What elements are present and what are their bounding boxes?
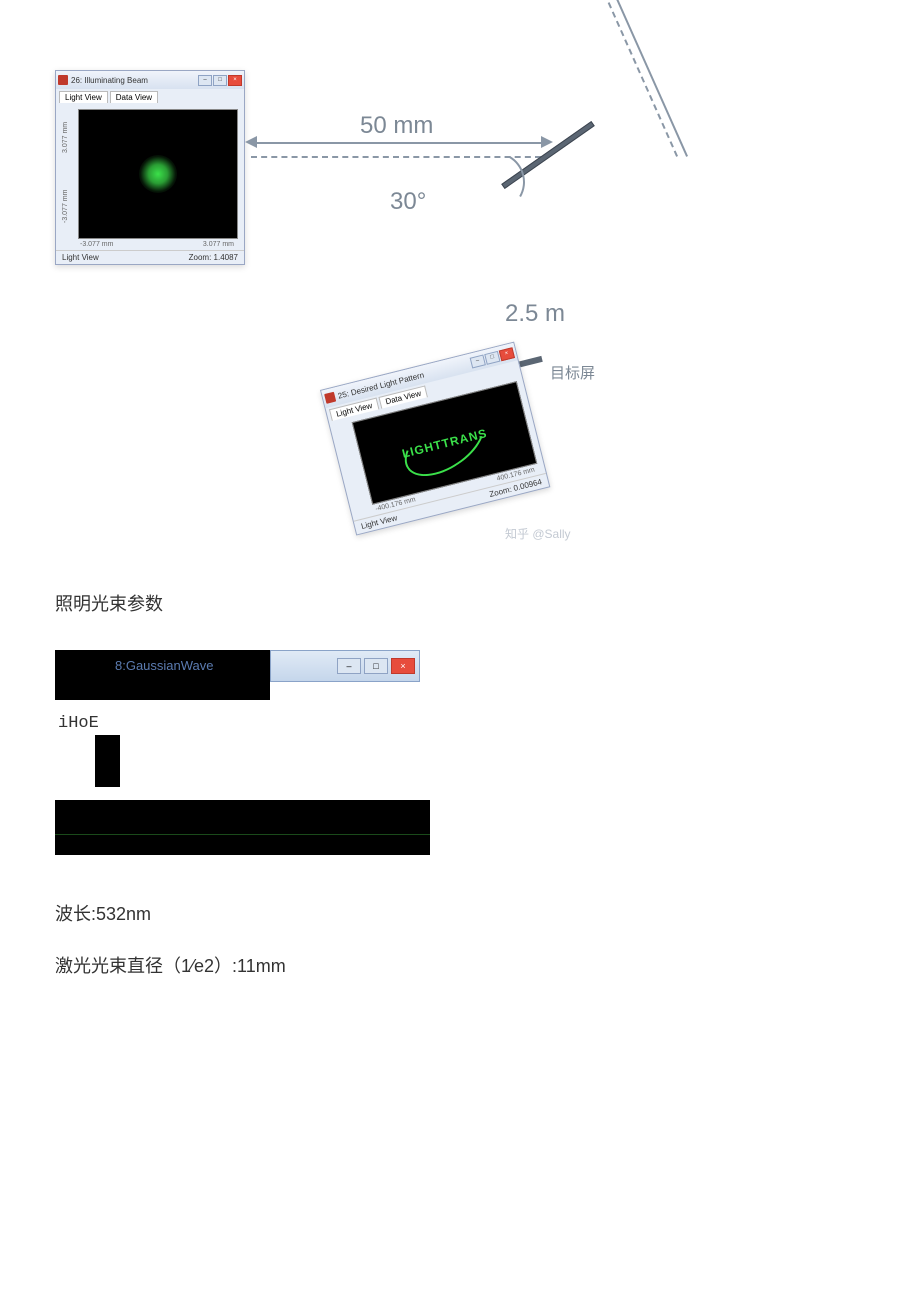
wavelength-text: 波长:532nm bbox=[55, 900, 151, 926]
maximize-button[interactable]: □ bbox=[213, 75, 227, 86]
minimize-button[interactable]: – bbox=[470, 354, 486, 368]
gaussian-spot bbox=[139, 155, 177, 193]
gaussian-window-controls: – □ × bbox=[270, 650, 420, 682]
app-icon bbox=[58, 75, 68, 85]
status-right: Zoom: 1.4087 bbox=[189, 253, 238, 262]
redacted-block-1: 8:GaussianWave bbox=[55, 650, 270, 682]
arrow-left-icon bbox=[245, 136, 257, 148]
target-screen-label: 目标屏 bbox=[550, 362, 595, 383]
gaussian-wave-row: 8:GaussianWave – □ × bbox=[55, 650, 420, 682]
axis-x-left: -3.077 mm bbox=[80, 241, 113, 248]
gaussian-wave-title: 8:GaussianWave bbox=[115, 658, 214, 673]
window1-title: 26: Illuminating Beam bbox=[71, 76, 148, 85]
close-button[interactable]: × bbox=[391, 658, 415, 674]
redacted-green-line bbox=[55, 834, 430, 835]
maximize-button[interactable]: □ bbox=[484, 350, 500, 364]
dimension-line-50mm bbox=[251, 142, 541, 144]
close-button[interactable]: × bbox=[499, 347, 515, 361]
dimension-line-2.5m bbox=[576, 0, 688, 157]
arrow-right-icon bbox=[541, 136, 553, 148]
distance-2.5m-label: 2.5 m bbox=[505, 300, 565, 328]
redacted-block-3 bbox=[95, 735, 120, 787]
status-left: Light View bbox=[62, 253, 99, 262]
redacted-block-2 bbox=[55, 682, 270, 700]
result-window: 25: Desired Light Pattern – □ × Light Vi… bbox=[320, 342, 550, 536]
axis-x-right: 3.077 mm bbox=[203, 241, 234, 248]
distance-50mm-label: 50 mm bbox=[360, 112, 433, 140]
result-window-wrap: 25: Desired Light Pattern – □ × Light Vi… bbox=[320, 342, 550, 536]
minimize-button[interactable]: – bbox=[198, 75, 212, 86]
window1-titlebar: 26: Illuminating Beam – □ × bbox=[56, 71, 244, 89]
window-controls: – □ × bbox=[198, 75, 242, 86]
redacted-block-4 bbox=[55, 800, 430, 855]
window1-tabs: Light View Data View bbox=[56, 89, 244, 103]
app-icon bbox=[324, 392, 336, 404]
beam-canvas bbox=[78, 109, 238, 239]
ihoe-label: iHoE bbox=[58, 714, 99, 733]
axis-y-top: 3.077 mm bbox=[62, 122, 69, 153]
close-button[interactable]: × bbox=[228, 75, 242, 86]
logo-ring bbox=[393, 397, 496, 489]
optical-diagram: 26: Illuminating Beam – □ × Light View D… bbox=[55, 70, 675, 570]
window1-statusbar: Light View Zoom: 1.4087 bbox=[56, 250, 244, 264]
tab-light-view[interactable]: Light View bbox=[59, 91, 108, 103]
tab-data-view[interactable]: Data View bbox=[110, 91, 158, 103]
watermark-text: 知乎 @Sally bbox=[505, 525, 571, 542]
maximize-button[interactable]: □ bbox=[364, 658, 388, 674]
illuminating-beam-window: 26: Illuminating Beam – □ × Light View D… bbox=[55, 70, 245, 265]
diameter-text: 激光光束直径（1⁄e2）:11mm bbox=[55, 952, 286, 978]
minimize-button[interactable]: – bbox=[337, 658, 361, 674]
angle-label: 30° bbox=[390, 188, 426, 216]
params-heading: 照明光束参数 bbox=[55, 590, 163, 616]
axis-y-bot: -3.077 mm bbox=[62, 190, 69, 223]
